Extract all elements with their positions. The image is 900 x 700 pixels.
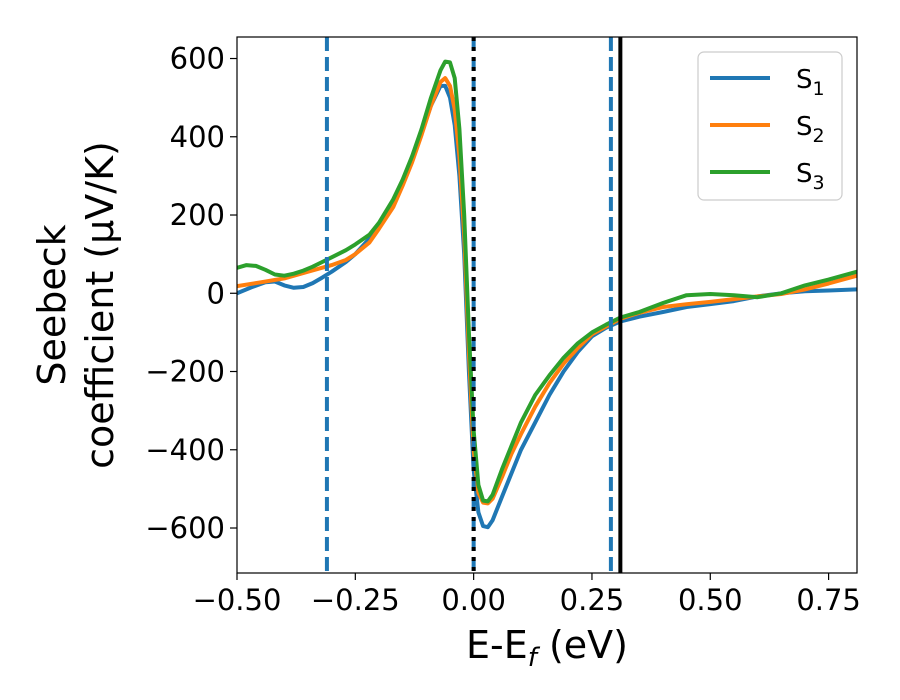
y-tick-label: −600 xyxy=(145,511,225,545)
x-tick-label: 0.25 xyxy=(560,583,625,617)
y-tick-label: 200 xyxy=(170,198,225,232)
x-tick-label: 0.50 xyxy=(678,583,743,617)
y-axis-label: Seebeck coefficient (μV/K) xyxy=(30,141,122,469)
legend: S1 S2 S3 xyxy=(697,51,843,201)
y-tick-label: 600 xyxy=(170,42,225,76)
y-axis-label-line2: coefficient (μV/K) xyxy=(78,141,122,469)
x-tick-label: −0.25 xyxy=(311,583,400,617)
legend-label: S3 xyxy=(796,159,825,194)
legend-label: S2 xyxy=(796,112,825,147)
x-axis-ticks: −0.50 −0.25 0.00 0.25 0.50 0.75 xyxy=(193,573,861,617)
x-tick-label: 0.75 xyxy=(796,583,861,617)
y-tick-label: −200 xyxy=(145,355,225,389)
y-axis-label-line1: Seebeck xyxy=(30,224,74,385)
x-tick-label: −0.50 xyxy=(193,583,282,617)
x-axis-label: E-Ef (eV) xyxy=(466,623,628,673)
legend-label: S1 xyxy=(796,65,825,100)
x-tick-label: 0.00 xyxy=(441,583,506,617)
y-tick-label: 400 xyxy=(170,120,225,154)
x-axis-label-main: E-E xyxy=(466,623,528,667)
y-tick-label: −400 xyxy=(145,433,225,467)
y-tick-label: 0 xyxy=(207,276,225,310)
y-axis-ticks: −600 −400 −200 0 200 400 600 xyxy=(145,42,237,545)
x-axis-label-tail: (eV) xyxy=(537,623,628,667)
plot-frame xyxy=(236,36,858,574)
series-line-3 xyxy=(237,59,857,504)
